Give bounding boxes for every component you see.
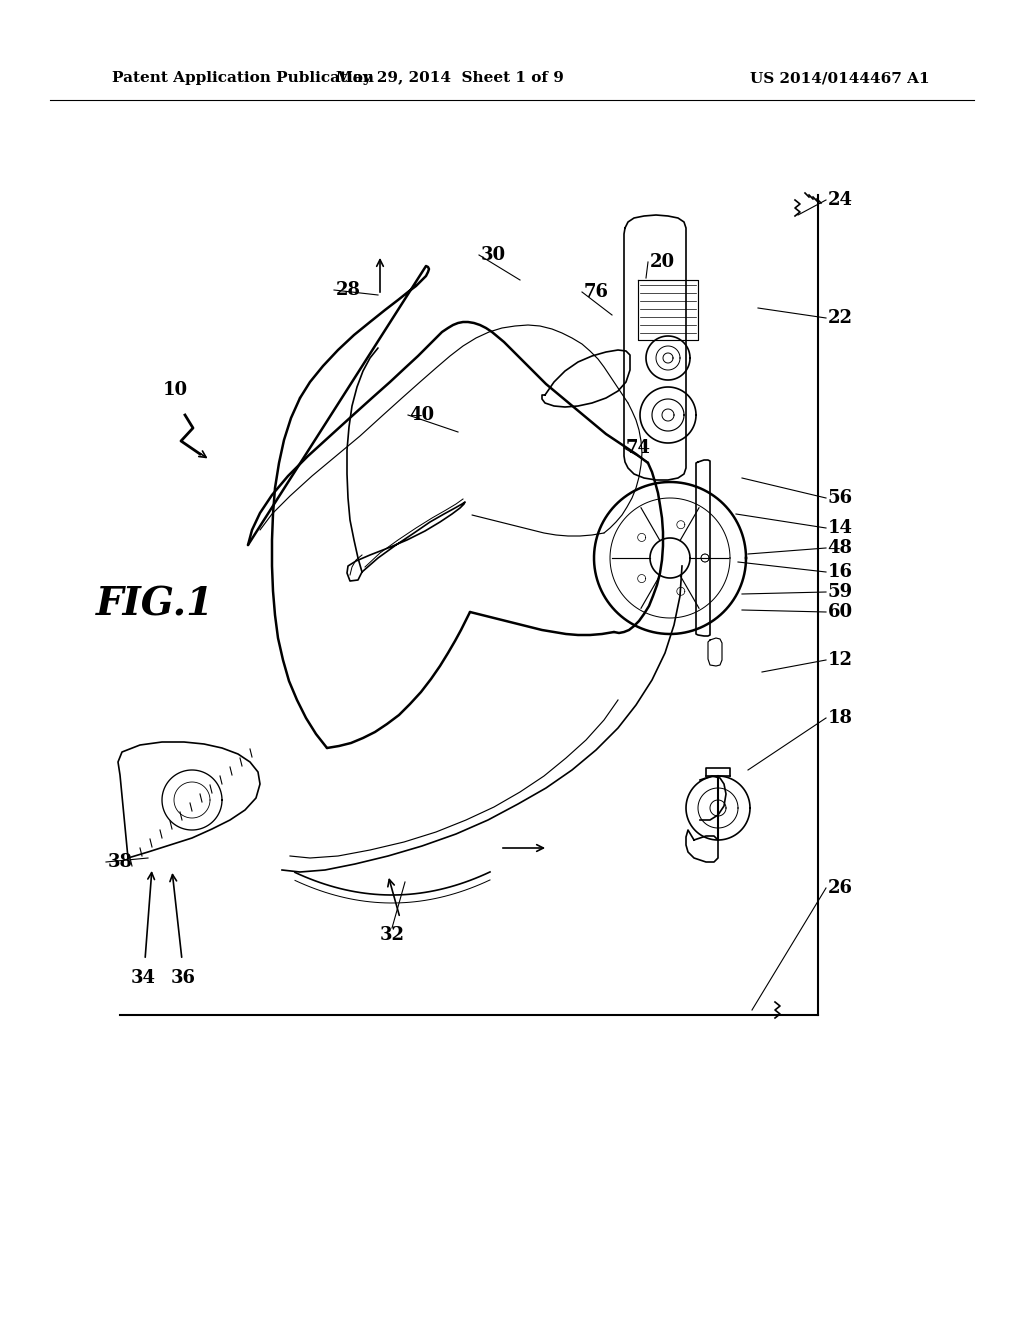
- Text: 26: 26: [827, 879, 853, 898]
- Text: 76: 76: [584, 282, 608, 301]
- Text: 59: 59: [827, 583, 853, 601]
- Text: 16: 16: [827, 564, 853, 581]
- Text: May 29, 2014  Sheet 1 of 9: May 29, 2014 Sheet 1 of 9: [336, 71, 564, 84]
- Text: 34: 34: [130, 969, 156, 987]
- Text: US 2014/0144467 A1: US 2014/0144467 A1: [750, 71, 930, 84]
- Text: 12: 12: [827, 651, 853, 669]
- Text: 56: 56: [827, 488, 853, 507]
- Text: 20: 20: [649, 253, 675, 271]
- Text: 60: 60: [827, 603, 853, 620]
- Text: 38: 38: [108, 853, 132, 871]
- Text: Patent Application Publication: Patent Application Publication: [112, 71, 374, 84]
- Text: 18: 18: [827, 709, 853, 727]
- Text: 10: 10: [163, 381, 187, 399]
- Text: 22: 22: [827, 309, 853, 327]
- Text: 30: 30: [480, 246, 506, 264]
- Text: 28: 28: [336, 281, 360, 300]
- Text: 24: 24: [827, 191, 853, 209]
- Text: 36: 36: [171, 969, 196, 987]
- Text: 40: 40: [410, 407, 434, 424]
- Text: FIG.1: FIG.1: [96, 586, 214, 624]
- Text: 74: 74: [626, 440, 650, 457]
- Text: 32: 32: [380, 927, 404, 944]
- Text: 14: 14: [827, 519, 853, 537]
- Text: 48: 48: [827, 539, 853, 557]
